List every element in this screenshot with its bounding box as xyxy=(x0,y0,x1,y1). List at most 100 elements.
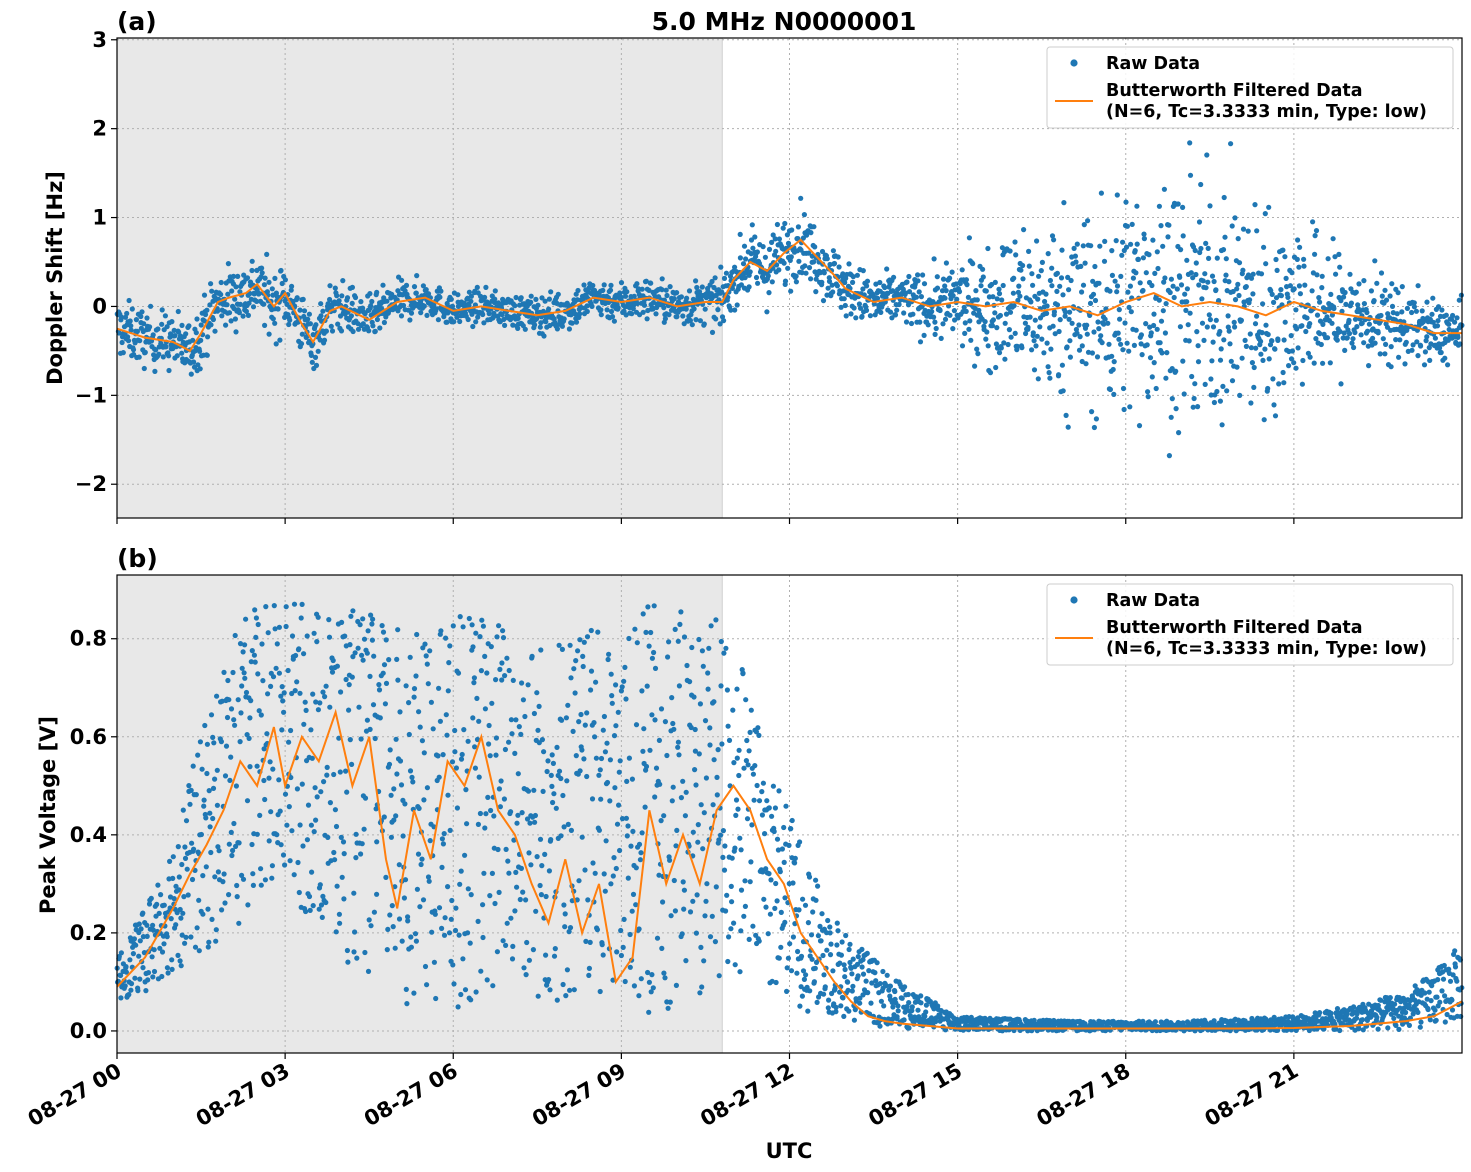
raw-data-point xyxy=(920,272,926,278)
raw-data-point xyxy=(613,682,619,688)
raw-data-point xyxy=(699,284,705,290)
raw-data-point xyxy=(798,953,805,960)
raw-data-point xyxy=(671,726,677,732)
raw-data-point xyxy=(401,895,407,901)
raw-data-point xyxy=(1066,316,1072,322)
raw-data-point xyxy=(483,811,489,817)
raw-data-point xyxy=(667,284,673,290)
raw-data-point xyxy=(638,850,644,856)
raw-data-point xyxy=(397,709,403,715)
raw-data-point xyxy=(636,841,643,848)
raw-data-point xyxy=(163,344,169,350)
raw-data-point xyxy=(179,861,185,868)
raw-data-point xyxy=(617,847,623,854)
raw-data-point xyxy=(1036,273,1042,279)
raw-data-point xyxy=(864,950,870,957)
raw-data-point xyxy=(769,239,775,245)
raw-data-point xyxy=(776,267,782,273)
raw-data-point xyxy=(1134,241,1140,247)
raw-data-point xyxy=(1188,270,1194,276)
raw-data-point xyxy=(487,753,493,759)
raw-data-point xyxy=(799,270,805,276)
raw-data-point xyxy=(678,609,684,615)
raw-data-point xyxy=(1223,272,1229,278)
raw-data-point xyxy=(535,727,541,733)
raw-data-point xyxy=(194,316,200,322)
raw-data-point xyxy=(1026,263,1032,269)
raw-data-point xyxy=(1163,375,1169,381)
raw-data-point xyxy=(1012,330,1018,336)
raw-data-point xyxy=(450,623,456,629)
raw-data-point xyxy=(136,953,142,959)
raw-data-point xyxy=(546,296,553,302)
raw-data-point xyxy=(942,283,948,289)
raw-data-point xyxy=(570,728,576,735)
raw-data-point xyxy=(582,867,588,873)
raw-data-point xyxy=(732,845,738,851)
raw-data-point xyxy=(178,915,184,921)
raw-data-point xyxy=(641,726,647,732)
raw-data-point xyxy=(361,826,367,832)
raw-data-point xyxy=(261,301,267,307)
raw-data-point xyxy=(508,717,514,723)
raw-data-point xyxy=(295,859,301,866)
raw-data-point xyxy=(1045,251,1051,257)
raw-data-point xyxy=(341,851,347,857)
raw-data-point xyxy=(342,633,348,639)
raw-data-point xyxy=(201,292,208,298)
raw-data-point xyxy=(322,694,328,700)
raw-data-point xyxy=(1087,300,1094,306)
raw-data-point xyxy=(651,603,657,609)
raw-data-point xyxy=(618,294,625,300)
raw-data-point xyxy=(161,902,167,908)
raw-data-point xyxy=(562,911,568,917)
raw-data-point xyxy=(440,752,446,758)
raw-data-point xyxy=(847,941,853,947)
raw-data-point xyxy=(669,695,675,701)
raw-data-point xyxy=(1166,222,1172,228)
raw-data-point xyxy=(491,813,497,819)
raw-data-point xyxy=(672,908,679,914)
raw-data-point xyxy=(218,739,224,745)
raw-data-point xyxy=(596,292,602,298)
raw-data-point xyxy=(1214,255,1220,261)
raw-data-point xyxy=(362,795,369,801)
raw-data-point xyxy=(1195,343,1201,349)
raw-data-point xyxy=(451,319,457,325)
raw-data-point xyxy=(1313,228,1320,234)
raw-data-point xyxy=(809,956,815,962)
raw-data-point xyxy=(1415,283,1421,289)
raw-data-point xyxy=(878,309,884,315)
raw-data-point xyxy=(471,675,477,681)
raw-data-point xyxy=(207,810,213,816)
raw-data-point xyxy=(145,970,152,976)
raw-data-point xyxy=(444,732,450,738)
raw-data-point xyxy=(419,738,425,744)
raw-data-point xyxy=(157,945,163,951)
raw-data-point xyxy=(512,908,518,914)
raw-data-point xyxy=(892,312,899,318)
raw-data-point xyxy=(1133,270,1139,276)
raw-data-point xyxy=(1399,284,1405,290)
raw-data-point xyxy=(1238,317,1244,323)
raw-data-point xyxy=(1002,356,1008,362)
raw-data-point xyxy=(193,792,199,798)
raw-data-point xyxy=(152,368,158,374)
raw-data-point xyxy=(683,306,689,312)
raw-data-point xyxy=(1006,327,1013,333)
raw-data-point xyxy=(156,351,162,357)
raw-data-point xyxy=(393,736,399,742)
raw-data-point xyxy=(657,781,663,787)
raw-data-point xyxy=(410,779,416,785)
raw-data-point xyxy=(769,279,775,285)
raw-data-point xyxy=(301,721,307,727)
raw-data-point xyxy=(515,315,521,321)
raw-data-point xyxy=(259,641,265,647)
y-tick-label: −1 xyxy=(75,383,107,407)
raw-data-point xyxy=(277,808,283,814)
raw-data-point xyxy=(1228,141,1234,147)
raw-data-point xyxy=(864,283,870,289)
raw-data-point xyxy=(938,335,944,341)
raw-data-point xyxy=(943,288,949,294)
